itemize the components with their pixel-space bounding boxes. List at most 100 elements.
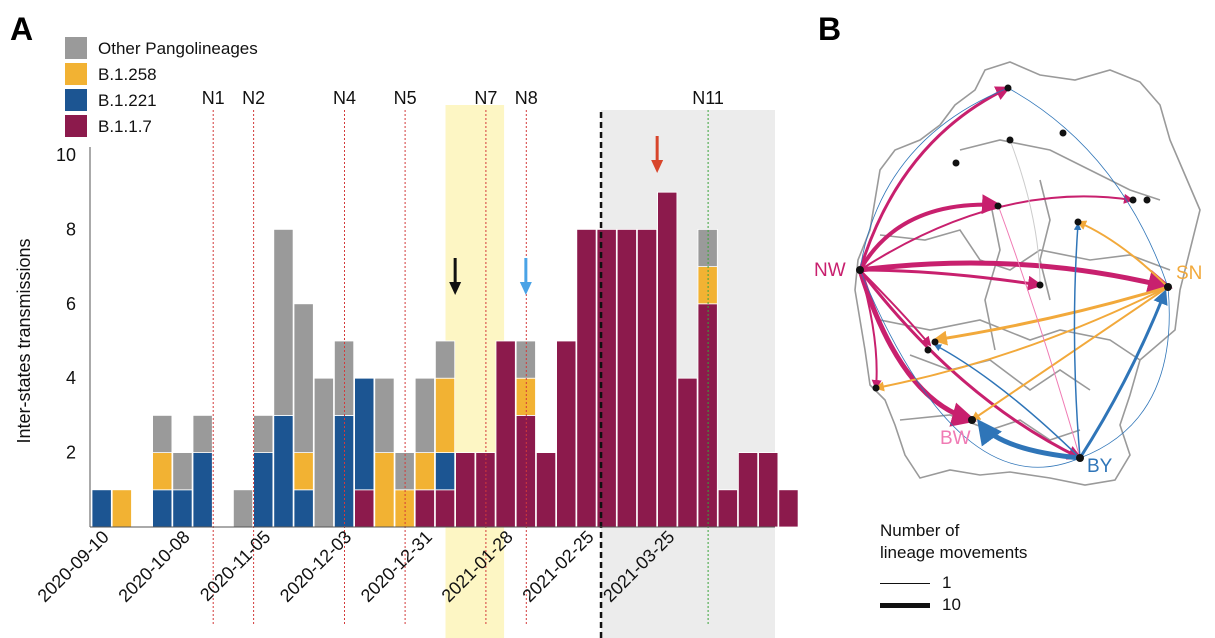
legend-title-line2: lineage movements [880,543,1028,562]
npi-label-n11: N11 [692,88,724,108]
bar-23-b-1-1-7 [556,340,577,528]
bar-28-b-1-1-7 [657,191,678,528]
bar-3-other-pangolineages [152,414,173,453]
panel-b-letter: B [818,11,841,47]
arc-by-hesse [933,344,1081,459]
region-label-nw: NW [814,260,846,281]
arc-nw-sn [859,260,1173,295]
arc-by-sn [1078,289,1168,459]
bar-14-b-1-258 [374,452,395,528]
bar-22-b-1-1-7 [536,452,557,528]
y-tick-10: 10 [56,145,76,165]
bar-16-b-1-1-7 [414,489,435,528]
x-tick-2020-11-05: 2020-11-05 [196,527,274,605]
region-label-sn: SN [1176,263,1202,284]
bar-27-b-1-1-7 [637,228,658,528]
legend-row-thick: 10 [880,594,1120,616]
bar-3-b-1-258 [152,452,173,491]
arc-thin-1 [1007,87,1169,288]
arc-thin-5 [997,204,1081,459]
arc-nw-by [858,269,1083,460]
movement-legend: Number of lineage movements 1 10 [880,520,1120,616]
bar-1-b-1-258 [111,489,132,528]
bar-9-b-1-221 [273,414,294,528]
x-tick-2020-12-31: 2020-12-31 [357,527,436,606]
bar-26-b-1-1-7 [616,228,637,528]
arc-nw-central [858,194,1002,271]
npi-label-n1: N1 [202,88,225,108]
bar-10-b-1-258 [293,452,314,491]
bar-34-b-1-1-7 [778,489,799,528]
bar-10-other-pangolineages [293,303,314,453]
legend-label-2: B.1.221 [98,91,157,110]
bar-31-b-1-1-7 [717,489,738,528]
bar-4-other-pangolineages [172,452,193,491]
arc-thin-6 [1009,139,1041,286]
arc-nw-hesse [859,269,932,347]
arc-thin-2 [859,269,1081,468]
legend-swatch-0 [65,37,87,59]
legend-title-line1: Number of [880,521,960,540]
x-tick-2020-12-03: 2020-12-03 [276,527,355,606]
arc-nw-thuringia [859,268,1043,291]
panel-a-letter: A [10,11,33,47]
state-nodes [856,84,1172,462]
arc-sn-north [1076,220,1169,288]
region-label-by: BY [1087,456,1113,477]
bar-17-b-1-221 [434,452,456,491]
y-tick-2: 2 [66,443,76,463]
x-tick-2021-02-25: 2021-02-25 [518,527,597,606]
arrow-head-2 [651,160,664,173]
bar-8-b-1-221 [253,452,274,528]
x-tick-2020-09-10: 2020-09-10 [34,527,113,606]
region-label-bw: BW [940,428,971,449]
y-axis-label: Inter-states transmissions [14,238,34,443]
bar-3-b-1-221 [152,489,173,528]
arc-sn-bw [970,286,1169,422]
arc-nw-north [858,86,1011,271]
bar-0-b-1-221 [91,489,112,528]
bar-17-b-1-1-7 [434,489,456,528]
legend-line-thin [880,582,930,584]
bar-18-b-1-1-7 [455,452,476,528]
germany-movement-map: B [814,11,1202,486]
legend-row-thin: 1 [880,572,1120,594]
legend-label-1: B.1.258 [98,65,157,84]
movement-arcs [857,86,1173,468]
bar-33-b-1-1-7 [758,452,779,528]
bar-32-b-1-1-7 [738,452,759,528]
bar-5-other-pangolineages [192,414,213,453]
npi-label-n8: N8 [515,88,538,108]
bar-13-b-1-1-7 [354,489,375,528]
arc-sn-sw [874,286,1169,392]
arc-nw-sw [859,269,882,390]
bar-20-b-1-1-7 [495,340,516,528]
y-tick-4: 4 [66,368,76,388]
legend-value-10: 10 [942,595,961,614]
arc-nw-bw [857,269,977,427]
arc-thin-3 [859,87,1009,271]
legend-swatch-1 [65,63,87,85]
y-tick-8: 8 [66,219,76,239]
bar-29-b-1-1-7 [677,377,698,528]
arc-thin-4 [1079,286,1170,459]
npi-label-n7: N7 [474,88,497,108]
npi-label-n4: N4 [333,88,356,108]
bar-10-b-1-221 [293,489,314,528]
bar-17-b-1-258 [434,377,456,454]
legend-swatch-2 [65,89,87,111]
legend-label-3: B.1.1.7 [98,117,152,136]
legend-value-1: 1 [942,573,952,592]
npi-label-n2: N2 [242,88,265,108]
bar-9-other-pangolineages [273,228,294,416]
bar-14-other-pangolineages [374,377,395,454]
legend-swatch-3 [65,115,87,137]
bar-11-other-pangolineages [313,377,334,528]
arrow-head-1 [519,282,532,295]
arrow-head-0 [449,282,462,295]
bar-7-other-pangolineages [232,489,254,528]
stacked-bar-chart: A N1 N2 N4 N5 N7 N8 N11 2 4 6 8 10 Inter-states tra… [10,11,799,638]
bar-16-other-pangolineages [414,377,435,454]
bar-4-b-1-221 [172,489,193,528]
bar-17-other-pangolineages [434,340,456,379]
